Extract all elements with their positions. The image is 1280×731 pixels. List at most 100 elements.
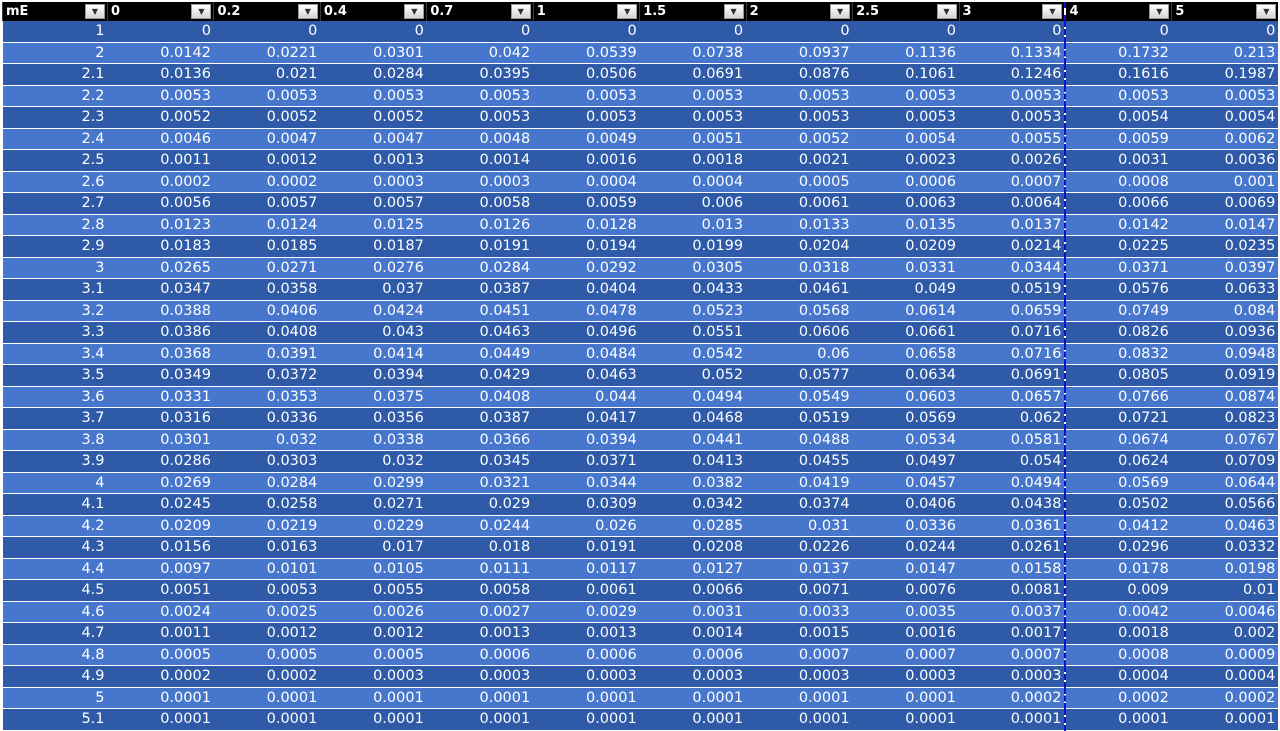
data-cell[interactable]: 0.0208 — [639, 536, 747, 559]
data-cell[interactable]: 0.0001 — [746, 708, 853, 731]
data-cell[interactable]: 0.0018 — [1065, 622, 1172, 645]
data-cell[interactable]: 0.0004 — [1065, 665, 1172, 688]
data-cell[interactable]: 0.0001 — [1171, 708, 1279, 731]
data-cell[interactable]: 0.0496 — [533, 321, 640, 344]
filter-dropdown-button[interactable]: ▼ — [510, 4, 531, 19]
data-cell[interactable]: 0.0137 — [959, 214, 1067, 236]
data-cell[interactable]: 0.0805 — [1065, 364, 1172, 387]
data-cell[interactable]: 0.0023 — [852, 149, 959, 172]
data-cell[interactable]: 0.0012 — [213, 622, 321, 645]
data-cell[interactable]: 0.0408 — [426, 386, 534, 408]
data-cell[interactable]: 0.0551 — [639, 321, 747, 344]
data-cell[interactable]: 0.0581 — [959, 429, 1067, 451]
data-cell[interactable]: 0.0187 — [320, 235, 427, 258]
data-cell[interactable]: 0.0033 — [746, 601, 853, 623]
data-cell[interactable]: 0.0316 — [107, 407, 214, 430]
data-cell[interactable]: 0.0451 — [426, 300, 534, 322]
data-cell[interactable]: 0.0494 — [639, 386, 747, 408]
data-cell[interactable]: 0.032 — [320, 450, 427, 473]
data-cell[interactable]: 0.0006 — [426, 644, 534, 666]
row-label-cell[interactable]: 3.7 — [2, 407, 108, 430]
data-cell[interactable]: 0.0076 — [852, 579, 959, 602]
filter-dropdown-button[interactable]: ▼ — [191, 4, 212, 19]
data-cell[interactable]: 0.0003 — [959, 665, 1067, 688]
data-cell[interactable]: 0.0054 — [1065, 106, 1172, 129]
data-cell[interactable]: 0.0826 — [1065, 321, 1172, 344]
data-cell[interactable]: 0.0133 — [746, 214, 853, 236]
data-cell[interactable]: 0.0366 — [426, 429, 534, 451]
data-cell[interactable]: 0.0002 — [107, 665, 214, 688]
data-cell[interactable]: 0.213 — [1171, 42, 1279, 64]
data-cell[interactable]: 0.0519 — [746, 407, 853, 430]
data-cell[interactable]: 0.0766 — [1065, 386, 1172, 408]
data-cell[interactable]: 0.0368 — [107, 343, 214, 365]
data-cell[interactable]: 0.029 — [426, 493, 534, 516]
data-cell[interactable]: 0.0634 — [852, 364, 959, 387]
row-label-cell[interactable]: 3.5 — [2, 364, 108, 387]
row-label-cell[interactable]: 4.2 — [2, 515, 108, 537]
data-cell[interactable]: 0.049 — [852, 278, 959, 301]
data-cell[interactable]: 0 — [639, 21, 747, 43]
data-cell[interactable]: 0.0009 — [1171, 644, 1279, 666]
row-label-cell[interactable]: 3.2 — [2, 300, 108, 322]
data-cell[interactable]: 0.0569 — [852, 407, 959, 430]
filter-dropdown-button[interactable]: ▼ — [85, 4, 105, 19]
data-cell[interactable]: 0.0478 — [533, 300, 640, 322]
data-cell[interactable]: 0.0199 — [639, 235, 747, 258]
data-cell[interactable]: 0.0624 — [1065, 450, 1172, 473]
data-cell[interactable]: 0.0276 — [320, 257, 427, 279]
data-cell[interactable]: 0.0271 — [320, 493, 427, 516]
data-cell[interactable]: 0.0285 — [639, 515, 747, 537]
data-cell[interactable]: 0.0061 — [746, 192, 853, 215]
data-cell[interactable]: 0.0105 — [320, 558, 427, 580]
data-cell[interactable]: 0.043 — [320, 321, 427, 344]
row-label-cell[interactable]: 5 — [2, 687, 108, 709]
row-label-cell[interactable]: 4 — [2, 472, 108, 494]
data-cell[interactable]: 0.1987 — [1171, 63, 1279, 86]
data-cell[interactable]: 0.0156 — [107, 536, 214, 559]
data-cell[interactable]: 0.0004 — [1171, 665, 1279, 688]
data-cell[interactable]: 0.0271 — [213, 257, 321, 279]
data-cell[interactable]: 0.0001 — [213, 708, 321, 731]
filter-dropdown-button[interactable]: ▼ — [723, 4, 744, 19]
data-cell[interactable]: 0.0414 — [320, 343, 427, 365]
data-cell[interactable]: 0.0209 — [852, 235, 959, 258]
data-cell[interactable]: 0.0876 — [746, 63, 853, 86]
data-cell[interactable]: 0.0053 — [852, 106, 959, 129]
data-cell[interactable]: 0.0301 — [320, 42, 427, 64]
data-cell[interactable]: 0.0463 — [426, 321, 534, 344]
data-cell[interactable]: 0.0097 — [107, 558, 214, 580]
data-cell[interactable]: 0.0064 — [959, 192, 1067, 215]
data-cell[interactable]: 0.0005 — [213, 644, 321, 666]
data-cell[interactable]: 0.0006 — [852, 171, 959, 193]
data-cell[interactable]: 0.0007 — [852, 644, 959, 666]
data-cell[interactable]: 0.0382 — [639, 472, 747, 494]
data-cell[interactable]: 0 — [852, 21, 959, 43]
data-cell[interactable]: 0.0123 — [107, 214, 214, 236]
data-cell[interactable]: 0 — [746, 21, 853, 43]
data-cell[interactable]: 0.0332 — [1171, 536, 1279, 559]
data-cell[interactable]: 0.0001 — [213, 687, 321, 709]
data-cell[interactable]: 0.0209 — [107, 515, 214, 537]
data-cell[interactable]: 0.0081 — [959, 579, 1067, 602]
data-cell[interactable]: 0.0003 — [746, 665, 853, 688]
data-cell[interactable]: 0.0057 — [213, 192, 321, 215]
data-cell[interactable]: 0.0455 — [746, 450, 853, 473]
data-cell[interactable]: 0.0006 — [639, 644, 747, 666]
data-cell[interactable]: 0.0048 — [426, 128, 534, 150]
data-cell[interactable]: 0.0661 — [852, 321, 959, 344]
data-cell[interactable]: 0.0136 — [107, 63, 214, 86]
data-cell[interactable]: 0.0691 — [639, 63, 747, 86]
data-cell[interactable]: 0.0286 — [107, 450, 214, 473]
row-label-cell[interactable]: 2.6 — [2, 171, 108, 193]
data-cell[interactable]: 0.0053 — [213, 579, 321, 602]
data-cell[interactable]: 0.0345 — [426, 450, 534, 473]
data-cell[interactable]: 0.0047 — [213, 128, 321, 150]
data-cell[interactable]: 0.0874 — [1171, 386, 1279, 408]
data-cell[interactable]: 0.1732 — [1065, 42, 1172, 64]
data-cell[interactable]: 0.0001 — [533, 687, 640, 709]
data-cell[interactable]: 0.0191 — [426, 235, 534, 258]
data-cell[interactable]: 0.0178 — [1065, 558, 1172, 580]
data-cell[interactable]: 0.0419 — [746, 472, 853, 494]
data-cell[interactable]: 0.018 — [426, 536, 534, 559]
